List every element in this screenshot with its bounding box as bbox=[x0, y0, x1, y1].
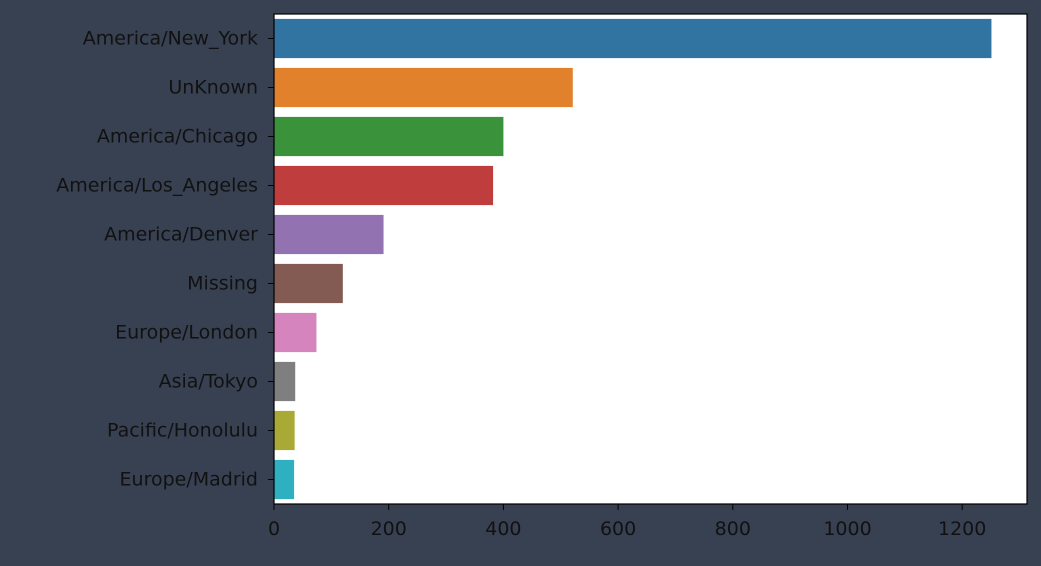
bars-group bbox=[274, 18, 992, 500]
category-label-asia-tokyo: Asia/Tokyo bbox=[159, 371, 258, 393]
x-tick-label-400: 400 bbox=[485, 518, 521, 540]
plot-area-frame bbox=[273, 13, 1028, 505]
bar-pacific-honolulu bbox=[274, 410, 295, 451]
x-tick-label-600: 600 bbox=[600, 518, 636, 540]
bar-america-los-angeles bbox=[274, 165, 494, 206]
category-label-unknown: UnKnown bbox=[168, 77, 258, 99]
bar-unknown bbox=[274, 67, 573, 108]
category-label-europe-london: Europe/London bbox=[115, 322, 258, 344]
x-tick-label-1000: 1000 bbox=[823, 518, 871, 540]
bar-missing bbox=[274, 263, 343, 304]
x-axis-ticks-group: 0 200 400 600 800 1000 1200 bbox=[268, 504, 986, 540]
bar-america-denver bbox=[274, 214, 384, 255]
x-tick-label-200: 200 bbox=[371, 518, 407, 540]
category-label-america-new-york: America/New_York bbox=[83, 28, 258, 50]
x-tick-label-1200: 1200 bbox=[938, 518, 986, 540]
bar-america-chicago bbox=[274, 116, 504, 157]
bar-europe-madrid bbox=[274, 459, 295, 500]
category-label-missing: Missing bbox=[187, 273, 258, 295]
x-tick-label-0: 0 bbox=[268, 518, 280, 540]
category-label-america-chicago: America/Chicago bbox=[97, 126, 258, 148]
bar-asia-tokyo bbox=[274, 361, 296, 402]
category-label-europe-madrid: Europe/Madrid bbox=[120, 469, 258, 491]
category-labels-group: America/New_York UnKnown America/Chicago Am… bbox=[56, 28, 274, 491]
category-label-america-denver: America/Denver bbox=[104, 224, 258, 246]
x-tick-label-800: 800 bbox=[715, 518, 751, 540]
category-label-pacific-honolulu: Pacific/Honolulu bbox=[107, 420, 258, 442]
bar-america-new-york bbox=[274, 18, 992, 59]
category-label-america-los-angeles: America/Los_Angeles bbox=[56, 175, 258, 197]
bar-europe-london bbox=[274, 312, 317, 353]
